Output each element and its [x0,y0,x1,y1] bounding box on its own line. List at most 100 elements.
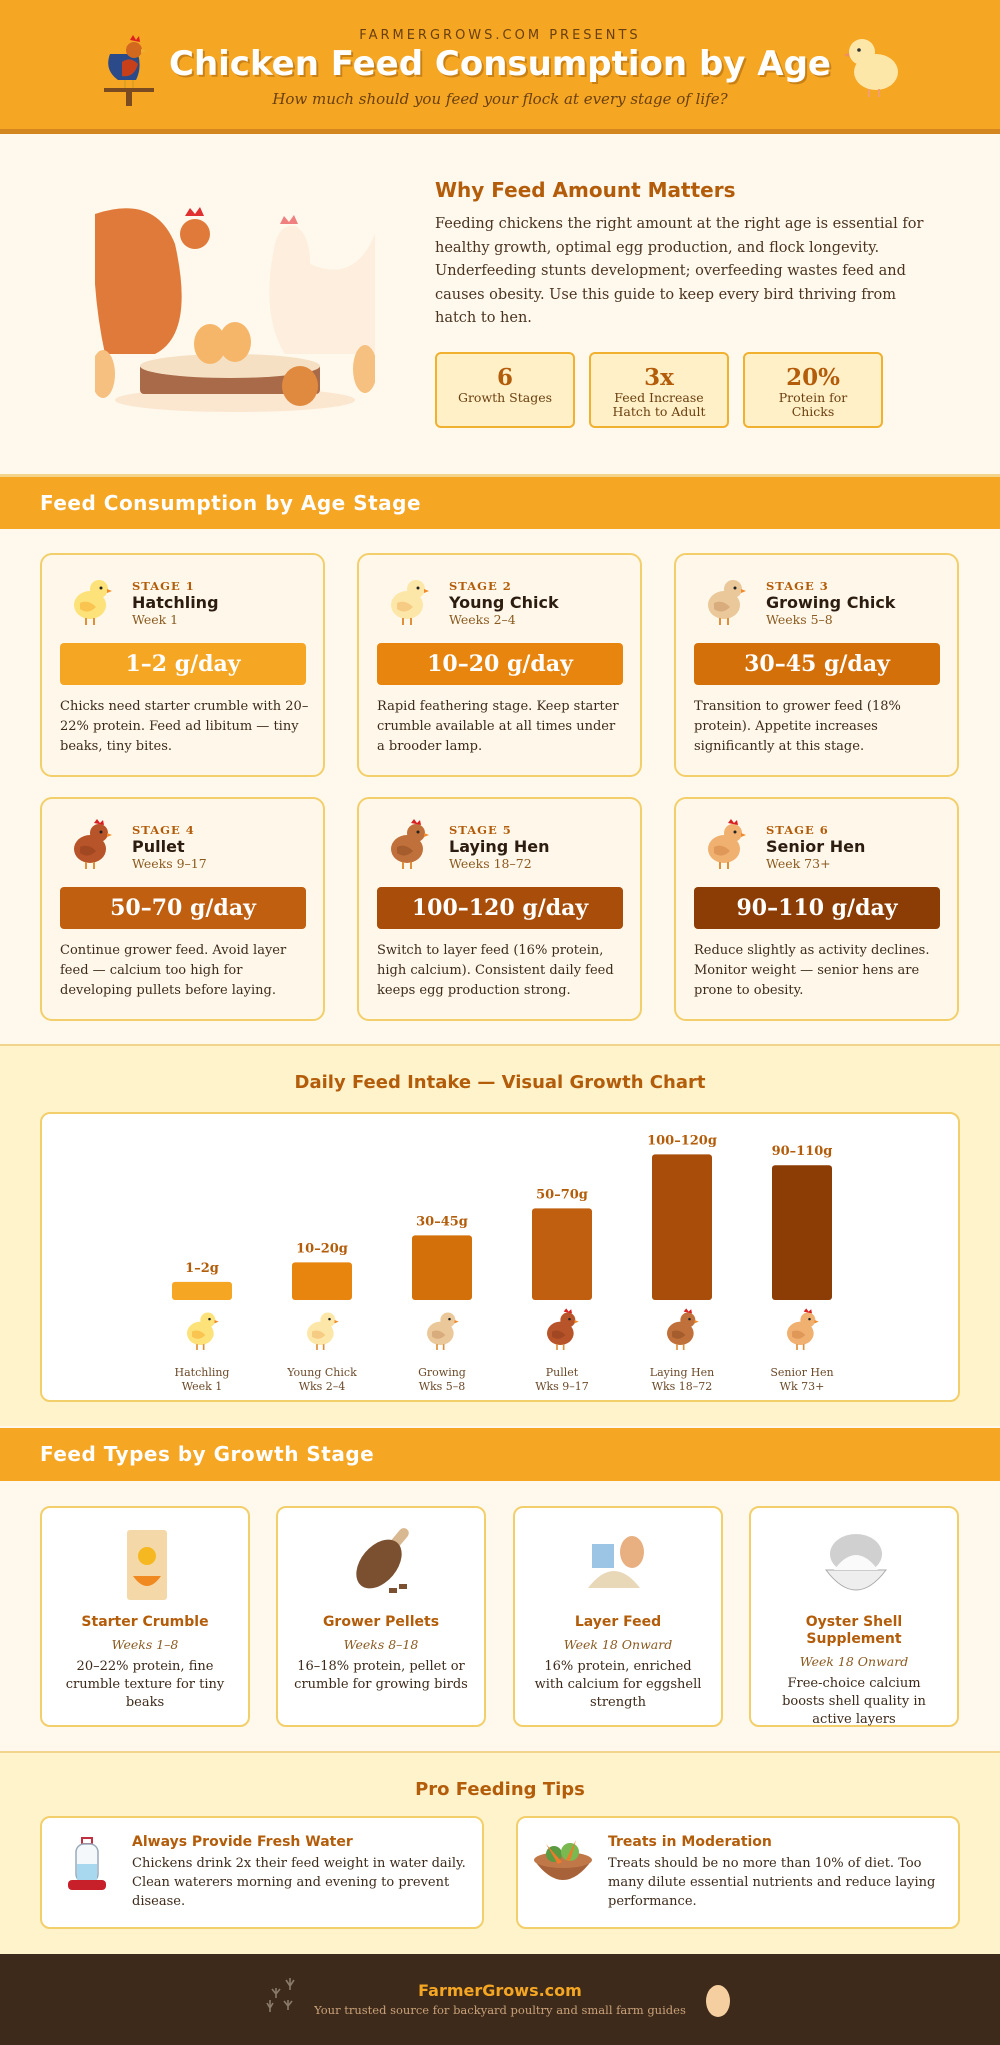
chart-title: Daily Feed Intake — Visual Growth Chart [294,1072,706,1093]
stage-feed-amount: 50–70 g/day [60,887,306,929]
chart-bar [652,1154,712,1300]
stage-weeks: Week 1 [132,612,179,627]
bar-data-label: 30–45g [416,1214,468,1229]
feed-type-period: Week 18 Onward [563,1637,673,1652]
intro-heading: Why Feed Amount Matters [435,178,736,202]
feed-type-description: 16–18% protein, pellet or crumble for gr… [294,1659,468,1692]
feed-type-name: Starter Crumble [81,1614,209,1630]
footprints-icon [266,1978,295,2012]
stage-feed-amount: 30–45 g/day [694,643,940,685]
feed-bag-icon [127,1530,167,1600]
stage-name: Hatchling [132,593,219,612]
gchick-icon [702,575,750,627]
footer: FarmerGrows.com Your trusted source for … [0,1954,1000,2045]
feed-type-description: Free-choice calcium boosts shell quality… [782,1676,926,1727]
tip-title: Always Provide Fresh Water [132,1834,353,1850]
feed-type-name: Grower Pellets [322,1614,440,1630]
stat-protein: 20% Protein for Chicks [743,352,883,428]
pullet-icon [547,1308,579,1350]
x-tick-label: Senior Hen [770,1366,833,1379]
section-header-feed-types: Feed Types by Growth Stage [0,1428,1000,1481]
treat-bowl-icon [534,1840,592,1880]
x-tick-label: Growing [418,1366,466,1379]
stage-number: STAGE 6 [766,823,829,837]
egg-icon [706,1985,730,2017]
tip-text: Chickens drink 2x their feed weight in w… [132,1856,466,1909]
feed-type-description: 20–22% protein, fine crumble texture for… [65,1659,225,1710]
tip-card-water: Always Provide Fresh Water Chickens drin… [40,1816,484,1929]
stage-feed-amount: 100–120 g/day [377,887,623,929]
tip-title: Treats in Moderation [608,1834,772,1850]
stage-feed-amount: 10–20 g/day [377,643,623,685]
stage-weeks: Weeks 5–8 [766,612,833,627]
hen-icon [385,819,433,871]
stage-name: Young Chick [449,593,559,612]
chart-bar [172,1281,232,1300]
stage-number: STAGE 3 [766,579,829,593]
stage-name: Senior Hen [766,837,866,856]
stage-number: STAGE 2 [449,579,512,593]
rooster-icon [104,35,154,106]
footer-brand[interactable]: FarmerGrows.com [418,1981,582,2000]
stage-description: Switch to layer feed (16% protein, high … [377,943,614,998]
stage-description: Chicks need starter crumble with 20–22% … [60,699,309,754]
stage-description: Rapid feathering stage. Keep starter cru… [377,699,619,754]
chart-bar [532,1208,592,1300]
stat-label: Feed Increase Hatch to Adult [612,390,706,419]
bar-chart: 1–2g Hatchling Week 1 10–20g Young Chick Wks … [40,1112,960,1402]
stage-weeks: Weeks 2–4 [449,612,516,627]
x-tick-label: Wks 9–17 [535,1380,589,1393]
x-tick-label: Wks 18–72 [652,1380,713,1393]
bar-data-label: 50–70g [536,1187,588,1202]
x-tick-label: Wks 2–4 [299,1380,346,1393]
stage-number: STAGE 5 [449,823,512,837]
feed-type-name: Layer Feed [574,1614,662,1630]
feed-type-period: Weeks 8–18 [343,1637,419,1652]
page-title: Chicken Feed Consumption by Age [169,44,831,84]
stage-card: STAGE 2 Young Chick Weeks 2–4 10–20 g/da… [357,553,642,777]
divider [0,1751,1000,1754]
feed-type-card: Layer Feed Week 18 Onward 16% protein, e… [513,1506,723,1727]
tip-text: Treats should be no more than 10% of die… [608,1856,936,1909]
bar-data-label: 1–2g [185,1261,219,1276]
ychick-icon [385,575,433,627]
x-tick-label: Hatchling [175,1366,230,1379]
feed-type-card: Oyster Shell Supplement Week 18 Onward F… [749,1506,959,1727]
stage-card: STAGE 3 Growing Chick Weeks 5–8 30–45 g/… [674,553,959,777]
chick-icon [68,575,116,627]
bar-data-label: 100–120g [647,1133,717,1148]
intro-text: Feeding chickens the right amount at the… [435,216,924,326]
stage-description: Reduce slightly as activity declines. Mo… [694,943,930,998]
feed-type-card: Starter Crumble Weeks 1–8 20–22% protein… [40,1506,250,1727]
stage-weeks: Weeks 18–72 [449,856,532,871]
pellet-scoop-icon [356,1528,409,1593]
stage-weeks: Weeks 9–17 [132,856,207,871]
stat-feed-increase: 3x Feed Increase Hatch to Adult [589,352,729,428]
stage-description: Transition to grower feed (18% protein).… [694,699,901,754]
stage-card: STAGE 1 Hatchling Week 1 1–2 g/day Chick… [40,553,325,777]
chick-icon [844,39,898,97]
chart-bar [292,1262,352,1300]
ychick-icon [307,1312,339,1350]
feed-type-period: Week 18 Onward [799,1654,909,1669]
stage-number: STAGE 4 [132,823,195,837]
page-subtitle: How much should you feed your flock at e… [272,90,728,108]
stage-weeks: Week 73+ [766,856,831,871]
feed-type-name: Oyster Shell Supplement [805,1614,903,1647]
stage-card: STAGE 4 Pullet Weeks 9–17 50–70 g/day Co… [40,797,325,1021]
stat-value: 20% [786,364,840,391]
feed-type-card: Grower Pellets Weeks 8–18 16–18% protein… [276,1506,486,1727]
feed-type-description: 16% protein, enriched with calcium for e… [534,1659,702,1710]
tips-title: Pro Feeding Tips [415,1779,585,1800]
presents-label: FARMERGROWS.COM PRESENTS [359,28,641,43]
divider [0,474,1000,477]
tip-card-treats: Treats in Moderation Treats should be no… [516,1816,960,1929]
stage-card: STAGE 6 Senior Hen Week 73+ 90–110 g/day… [674,797,959,1021]
stat-value: 3x [644,364,674,391]
oyster-shell-icon [824,1534,888,1591]
x-tick-label: Week 1 [182,1380,223,1393]
pullet-icon [68,819,116,871]
stage-number: STAGE 1 [132,579,195,593]
chick-icon [187,1312,219,1350]
